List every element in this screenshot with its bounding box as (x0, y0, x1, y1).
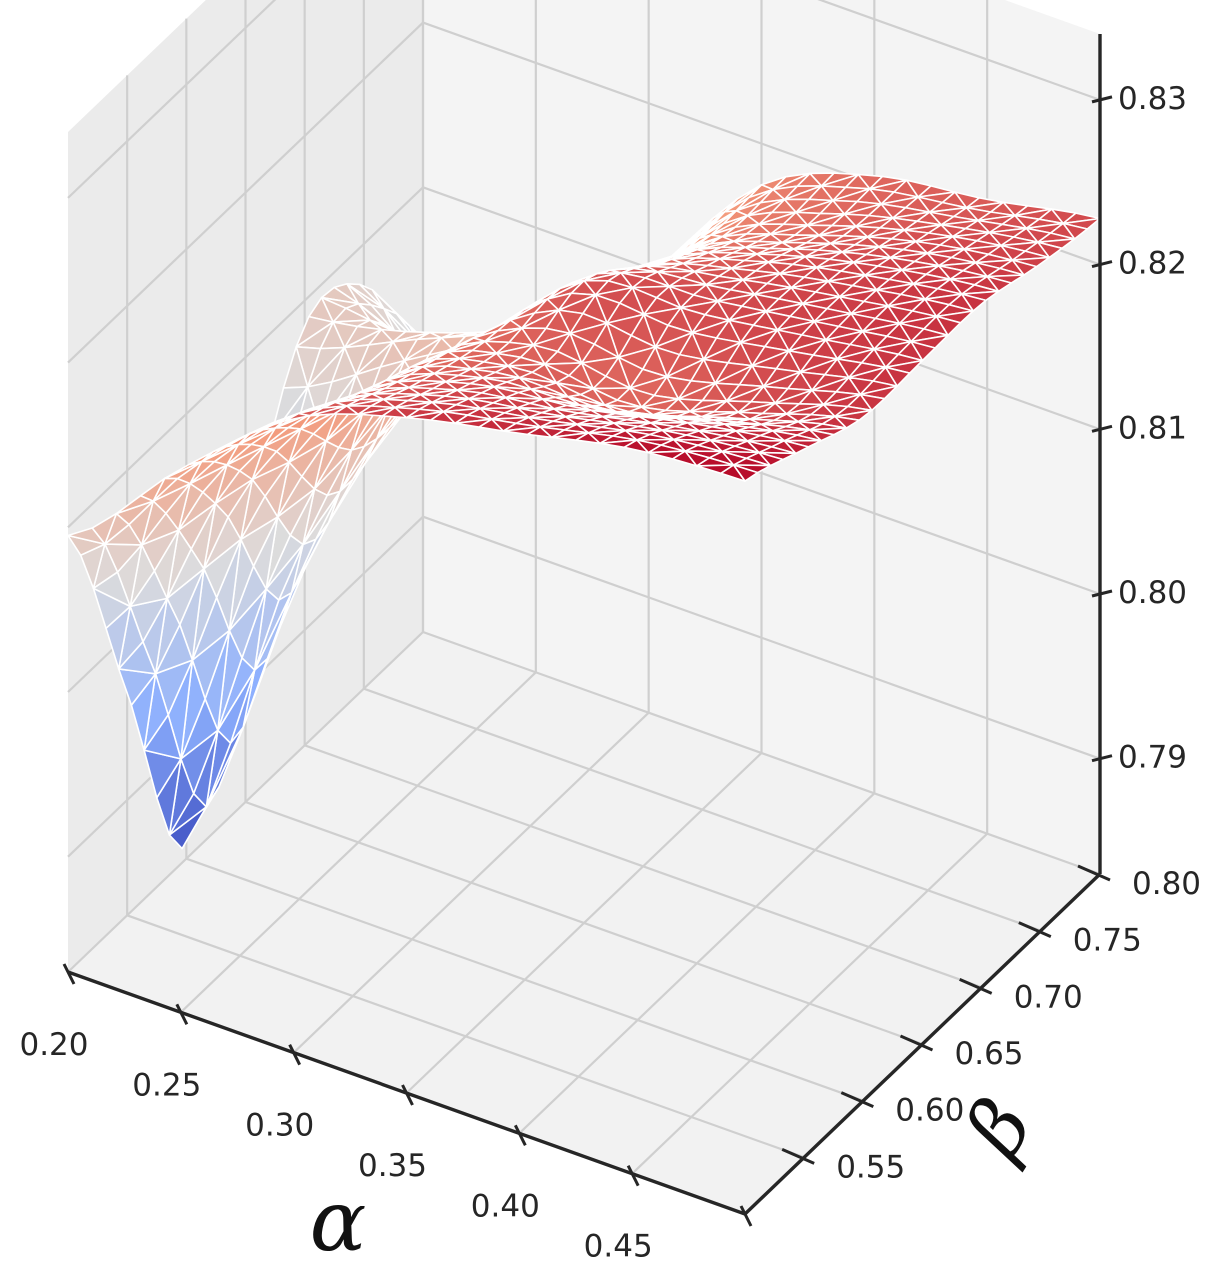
surface-triangle (260, 412, 300, 430)
y-tick-label: 0.80 (1132, 866, 1201, 902)
gridlines (67, 0, 1102, 1215)
surface-mesh (67, 172, 1101, 850)
z-tick-mark (1091, 424, 1113, 433)
grid-line-floor-y (126, 914, 805, 1159)
y-tick-label: 0.70 (1014, 979, 1083, 1015)
surface-triangle (115, 494, 154, 515)
z-tick-label: 0.79 (1118, 740, 1187, 776)
z-tick-label: 0.82 (1118, 246, 1187, 282)
surface-triangle (502, 426, 541, 436)
grid-line-back-z (422, 515, 1101, 760)
z-tick-mark (1091, 95, 1113, 104)
y-tick-mark (959, 977, 993, 995)
surface-triangle (163, 460, 203, 480)
surface-triangle (695, 464, 735, 475)
y-tick-mark (899, 1034, 934, 1052)
x-tick-label: 0.40 (471, 1188, 540, 1224)
surface-triangle (212, 432, 251, 453)
x-tick-mark (513, 1124, 527, 1147)
z-tick-label: 0.80 (1118, 575, 1187, 611)
grid-line-left-z (67, 186, 424, 529)
x-tick-label: 0.20 (19, 1027, 88, 1063)
x-tick-label: 0.45 (584, 1229, 653, 1265)
surface-triangle (599, 439, 638, 449)
x-tick-label: 0.30 (245, 1108, 314, 1144)
x-tick-mark (62, 963, 76, 985)
grid-line-left-z (67, 21, 424, 364)
x-tick-mark (288, 1043, 302, 1066)
x-tick-mark (626, 1164, 640, 1187)
grid-line-floor-y (245, 800, 923, 1046)
surface-triangle (454, 418, 493, 428)
y-tick-mark (840, 1091, 874, 1109)
grid-line-left-z (67, 0, 277, 199)
grid-line-floor-y (304, 744, 983, 989)
z-tick-mark (1091, 589, 1113, 598)
x-tick-label: 0.50 (696, 1269, 765, 1274)
y-tick-label: 0.75 (1073, 923, 1142, 959)
y-tick-label: 0.60 (895, 1093, 964, 1129)
z-tick-label: 0.81 (1118, 410, 1187, 446)
x-tick-mark (401, 1084, 414, 1106)
x-tick-label: 0.25 (132, 1067, 201, 1103)
surface-triangle (308, 405, 348, 417)
grid-line-back-z (817, 0, 1101, 101)
surface-triangle (67, 527, 106, 545)
z-tick-mark (1091, 260, 1113, 269)
x-tick-mark (739, 1205, 753, 1227)
x-tick-mark (175, 1003, 189, 1026)
surface-triangle (357, 406, 396, 417)
y-tick-mark (1077, 864, 1111, 882)
surface-triangle (405, 410, 445, 421)
y-tick-mark (781, 1147, 815, 1165)
y-tick-label: 0.55 (836, 1149, 905, 1185)
grid-line-floor-y (185, 857, 864, 1102)
y-tick-mark (1018, 921, 1052, 939)
surface-triangle (647, 450, 686, 460)
grid-line-floor-y (363, 687, 1042, 932)
z-tick-label: 0.83 (1118, 81, 1187, 117)
x-tick-label: 0.35 (358, 1148, 427, 1184)
y-tick-label: 0.65 (955, 1036, 1024, 1072)
z-tick-mark (1091, 754, 1113, 763)
surface-triangle (550, 431, 590, 441)
axis-ticks: 0.20 0.25 0.30 0.35 0.40 0.45 0.50 0.55 0.60 0.65… (19, 81, 1201, 1274)
grid-line-floor-y (422, 630, 1101, 876)
x-axis-label: α (310, 1172, 367, 1270)
